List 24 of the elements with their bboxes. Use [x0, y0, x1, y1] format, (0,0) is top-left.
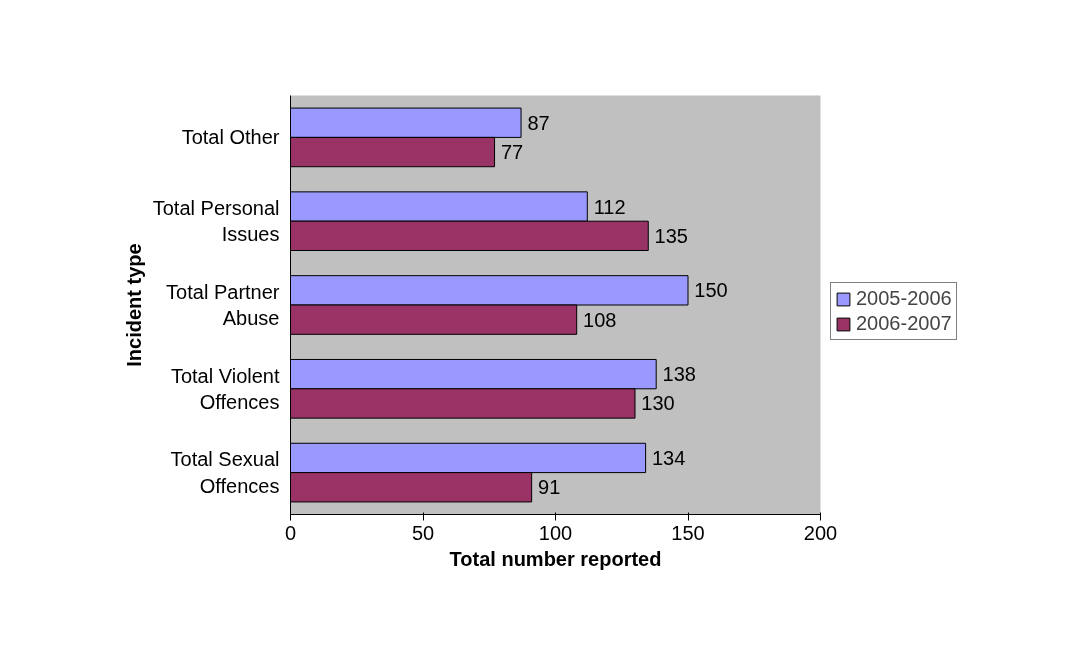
data-label: 138 — [662, 363, 696, 386]
y-axis-title: Incident type — [122, 243, 145, 367]
x-tick-label: 150 — [671, 521, 705, 544]
x-tick-label: 50 — [411, 521, 435, 544]
x-axis-title: Total number reported — [449, 547, 662, 570]
data-label: 77 — [500, 141, 524, 164]
data-label: 91 — [538, 476, 561, 499]
data-label: 134 — [651, 446, 686, 469]
data-label: 150 — [694, 279, 728, 302]
data-label: 135 — [654, 224, 688, 247]
data-label: 87 — [527, 111, 550, 134]
y-tick-label: Total Other — [181, 126, 280, 149]
y-tick-label: Total Sexual Offences — [170, 448, 280, 497]
x-tick-label: 0 — [284, 521, 297, 544]
data-label: 112 — [593, 195, 626, 218]
legend-label: 2006-2007 — [856, 312, 952, 335]
y-tick-label: Total Partner Abuse — [166, 280, 280, 330]
y-tick-label: Total Personal Issues — [152, 197, 280, 246]
x-tick-label: 100 — [538, 521, 573, 544]
y-tick-label: Total Violent Offences — [170, 364, 280, 413]
legend-label: 2005-2006 — [856, 287, 952, 310]
data-label: 130 — [641, 392, 675, 415]
x-tick-label: 200 — [803, 521, 838, 544]
data-label: 108 — [583, 308, 617, 331]
